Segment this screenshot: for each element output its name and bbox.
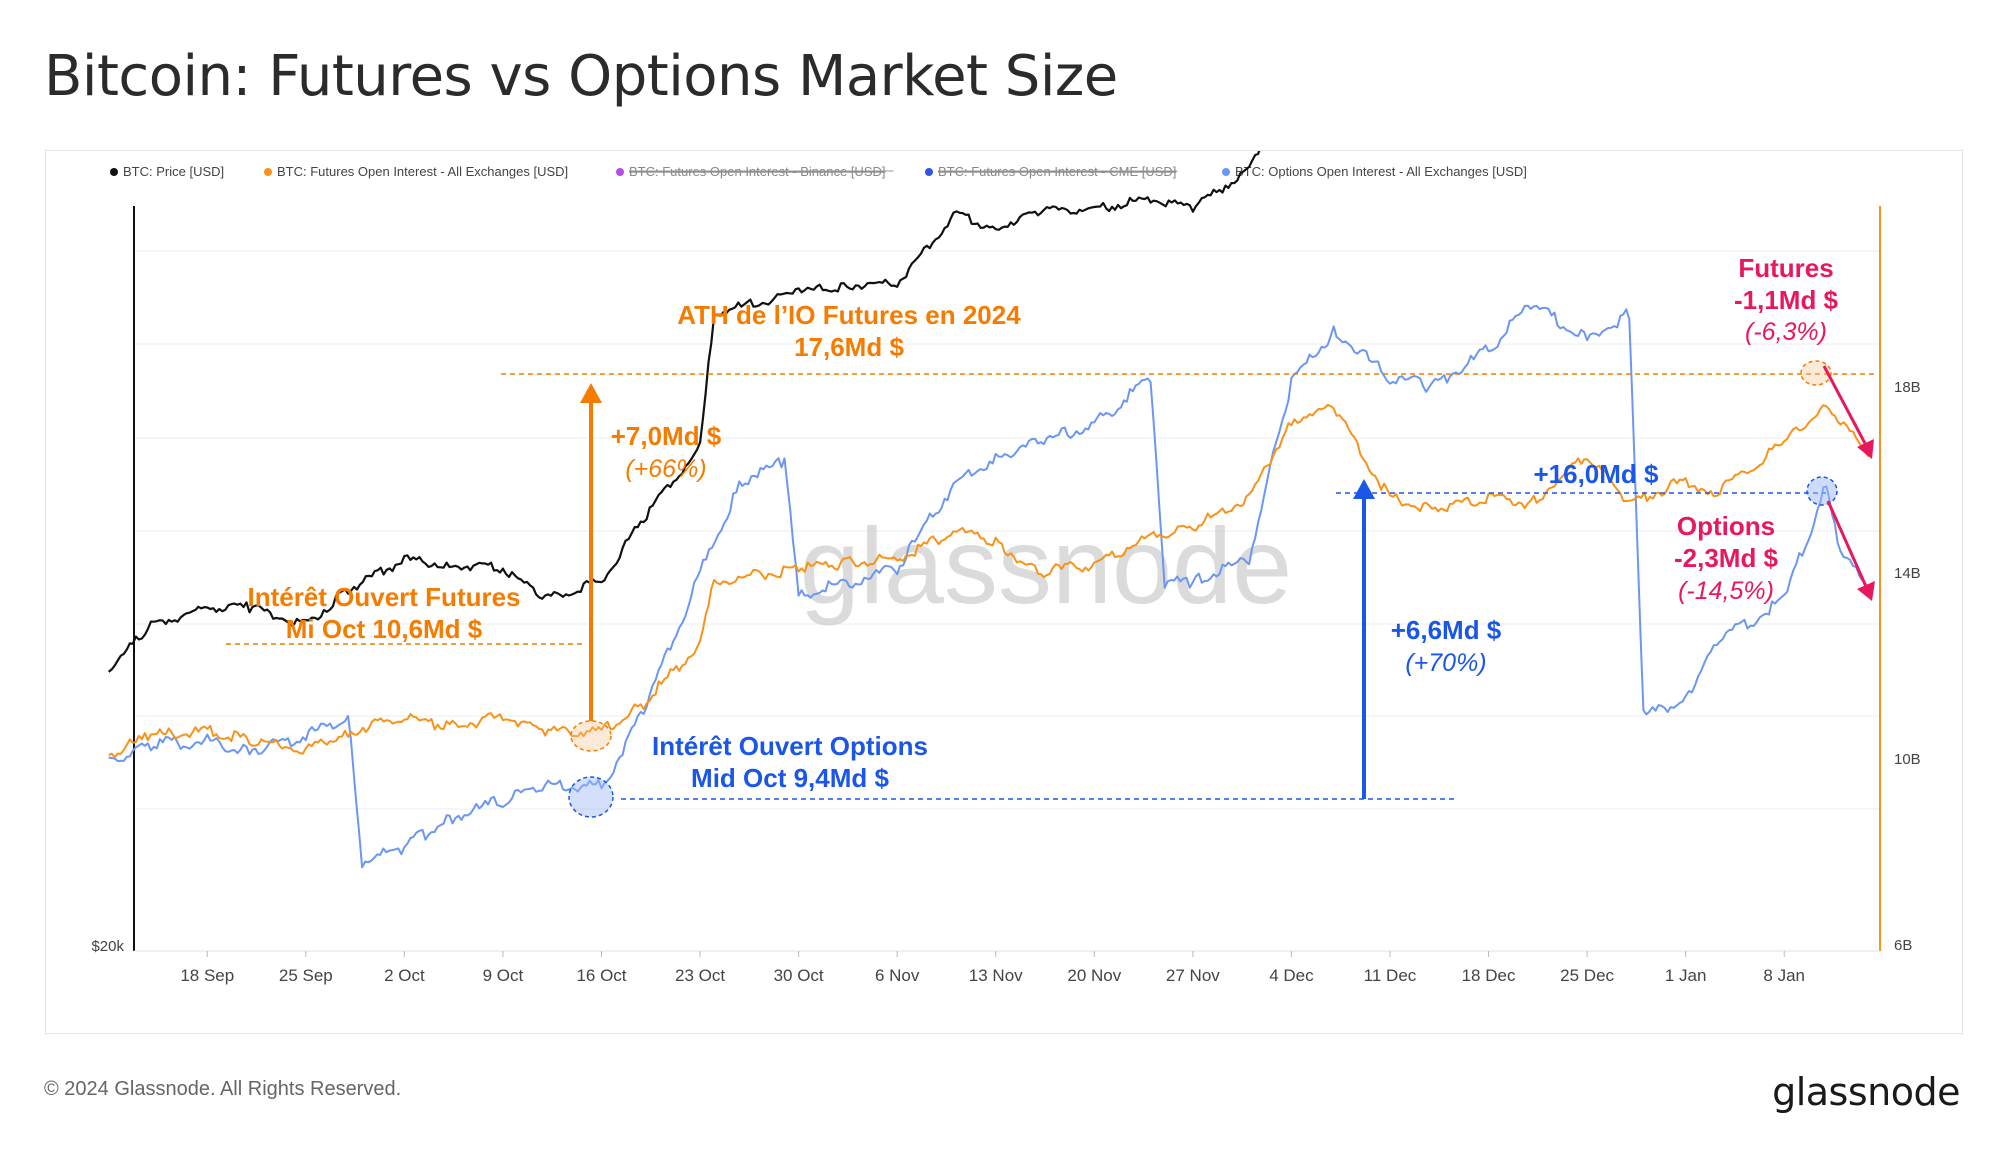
y-right-tick-label: 10B (1894, 751, 1921, 768)
x-tick-label: 1 Jan (1665, 966, 1707, 985)
options-drop-arrowhead (1857, 581, 1875, 601)
legend-label: BTC: Price [USD] (123, 164, 224, 179)
x-tick-label: 4 Dec (1269, 966, 1314, 985)
glassnode-logo: glassnode (1772, 1070, 1960, 1114)
futures-gain-label: +7,0Md $ (611, 421, 722, 451)
x-tick-label: 18 Sep (180, 966, 234, 985)
options-drop-title: Options (1677, 511, 1775, 541)
y-right-tick-label: 18B (1894, 379, 1921, 396)
x-tick-label: 11 Dec (1364, 966, 1417, 985)
options-drop-pct: (-14,5%) (1678, 577, 1774, 605)
legend-item[interactable]: BTC: Price [USD] (110, 164, 224, 179)
futures-drop-value: -1,1Md $ (1734, 285, 1839, 315)
y-right-tick-label: 6B (1894, 937, 1912, 954)
copyright-text: © 2024 Glassnode. All Rights Reserved. (44, 1078, 402, 1100)
x-tick-label: 25 Dec (1560, 966, 1614, 985)
options-mid-label: Intérêt Ouvert Options (652, 731, 928, 761)
futures-mid-value: Mi Oct 10,6Md $ (286, 614, 483, 644)
legend-label: BTC: Options Open Interest - All Exchang… (1235, 164, 1527, 179)
x-tick-label: 30 Oct (774, 966, 824, 985)
options-oi-series (108, 304, 1870, 869)
legend-marker (1222, 168, 1230, 176)
futures-gain-pct: (+66%) (625, 455, 706, 483)
options-peak-marker (1806, 476, 1838, 506)
x-tick-label: 23 Oct (675, 966, 725, 985)
options-gain-pct: (+70%) (1405, 649, 1486, 677)
options-gain-arrowhead (1353, 479, 1375, 499)
x-tick-label: 13 Nov (969, 966, 1023, 985)
chart-legend[interactable]: BTC: Price [USD] BTC: Futures Open Intere… (110, 164, 1527, 179)
grid-lines (134, 250, 1880, 810)
axes: 18 Sep 25 Sep 2 Oct 9 Oct 16 Oct 23 Oct 30 Oct… (91, 206, 1921, 985)
watermark: glassnode (800, 505, 1292, 626)
y-right-tick-label: 14B (1894, 565, 1921, 582)
ath-value: 17,6Md $ (794, 332, 904, 362)
page-title: Bitcoin: Futures vs Options Market Size (44, 44, 1118, 109)
options-drop-value: -2,3Md $ (1674, 543, 1779, 573)
options-mid-marker (568, 776, 614, 818)
y-left-tick-label: $20k (91, 938, 124, 955)
legend-item[interactable]: BTC: Futures Open Interest - Binance [US… (616, 164, 894, 179)
futures-gain-arrowhead (580, 383, 602, 403)
x-tick-label: 25 Sep (279, 966, 333, 985)
futures-mid-marker (570, 720, 612, 752)
options-gain-label: +6,6Md $ (1391, 615, 1502, 645)
futures-drop-arrow (1822, 365, 1870, 450)
legend-label: BTC: Futures Open Interest - All Exchang… (277, 164, 568, 179)
futures-drop-pct: (-6,3%) (1745, 318, 1827, 346)
legend-marker (616, 168, 624, 176)
legend-item[interactable]: BTC: Futures Open Interest - CME [USD] (925, 164, 1178, 179)
futures-mid-label: Intérêt Ouvert Futures (247, 582, 520, 612)
legend-marker (110, 168, 118, 176)
x-tick-label: 2 Oct (384, 966, 425, 985)
x-tick-label: 6 Nov (875, 966, 920, 985)
x-tick-label: 16 Oct (576, 966, 626, 985)
futures-drop-arrowhead (1857, 439, 1874, 459)
x-tick-label: 9 Oct (483, 966, 524, 985)
options-peak-label: +16,0Md $ (1533, 459, 1659, 489)
options-drop-arrow (1826, 500, 1870, 592)
x-tick-label: 18 Dec (1462, 966, 1516, 985)
legend-item[interactable]: BTC: Options Open Interest - All Exchang… (1222, 164, 1527, 179)
legend-marker (264, 168, 272, 176)
options-mid-value: Mid Oct 9,4Md $ (691, 763, 889, 793)
legend-item[interactable]: BTC: Futures Open Interest - All Exchang… (264, 164, 568, 179)
x-tick-label: 27 Nov (1166, 966, 1220, 985)
chart-svg: BTC: Price [USD] BTC: Futures Open Intere… (91, 0, 1921, 985)
futures-drop-title: Futures (1738, 253, 1833, 283)
ath-label: ATH de l’IO Futures en 2024 (677, 300, 1021, 330)
futures-oi-series (108, 403, 1870, 759)
legend-marker (925, 168, 933, 176)
chart-panel: BTC: Price [USD] BTC: Futures Open Intere… (45, 0, 1963, 1034)
x-tick-label: 20 Nov (1067, 966, 1121, 985)
x-tick-label: 8 Jan (1763, 966, 1805, 985)
